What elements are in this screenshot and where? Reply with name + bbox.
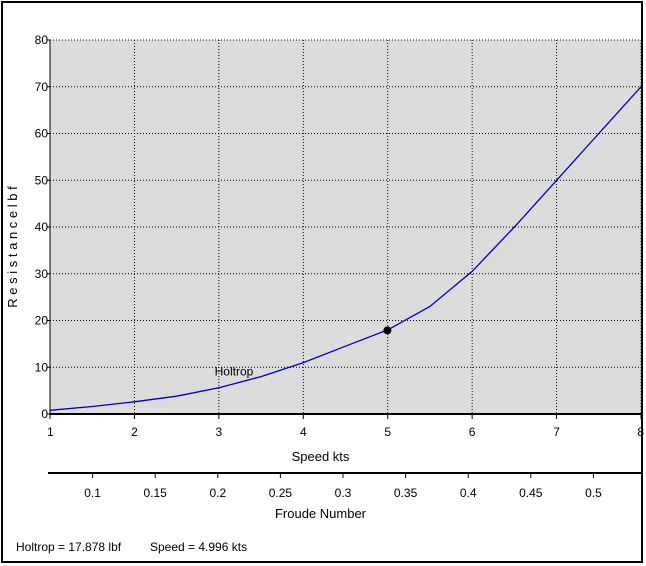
y-tick-label: 60 <box>35 127 49 141</box>
x-tick-label: 5 <box>384 425 391 439</box>
y-tick-label: 20 <box>35 314 49 328</box>
froude-tick-label: 0.25 <box>269 486 293 500</box>
cursor-marker[interactable] <box>383 326 392 335</box>
froude-tick-label: 0.35 <box>394 486 418 500</box>
froude-tick-label: 0.5 <box>585 486 602 500</box>
froude-tick-label: 0.45 <box>519 486 543 500</box>
y-tick-label: 10 <box>35 360 49 374</box>
froude-tick-label: 0.1 <box>84 486 101 500</box>
y-tick-label: 50 <box>35 173 49 187</box>
grid-lines <box>50 39 642 414</box>
y-tick-label: 80 <box>35 33 49 47</box>
froude-tick-label: 0.3 <box>335 486 352 500</box>
series-label-holtrop: Holtrop <box>215 365 254 379</box>
froude-axis: 0.1 0.15 0.2 0.25 0.3 0.35 0.4 0.45 0.5 <box>48 472 641 500</box>
froude-axis-label: Froude Number <box>275 506 367 521</box>
x-tick-label: 4 <box>300 425 307 439</box>
x-tick-label: 7 <box>553 425 560 439</box>
froude-tick-label: 0.15 <box>143 486 167 500</box>
y-axis: 0 10 20 30 40 50 60 70 80 <box>35 33 51 421</box>
y-tick-label: 0 <box>41 407 48 421</box>
series-line-holtrop <box>49 86 642 411</box>
plot-area <box>50 40 641 414</box>
y-axis-label: R e s i s t a n c e l b f <box>5 186 20 308</box>
x-axis: 1 2 3 4 5 6 7 8 <box>47 413 644 439</box>
x-axis-label: Speed kts <box>292 449 350 464</box>
x-tick-label: 3 <box>216 425 223 439</box>
y-tick-label: 70 <box>35 80 49 94</box>
x-tick-label: 1 <box>47 425 54 439</box>
x-tick-label: 6 <box>469 425 476 439</box>
y-tick-label: 30 <box>35 267 49 281</box>
froude-tick-label: 0.2 <box>209 486 226 500</box>
series-layer <box>49 86 642 411</box>
speed-readout: Speed = 4.996 kts <box>150 540 248 554</box>
x-tick-label: 2 <box>131 425 138 439</box>
froude-tick-label: 0.4 <box>460 486 477 500</box>
x-tick-label: 8 <box>637 425 644 439</box>
y-tick-label: 40 <box>35 220 49 234</box>
holtrop-readout: Holtrop = 17.878 lbf <box>16 540 122 554</box>
